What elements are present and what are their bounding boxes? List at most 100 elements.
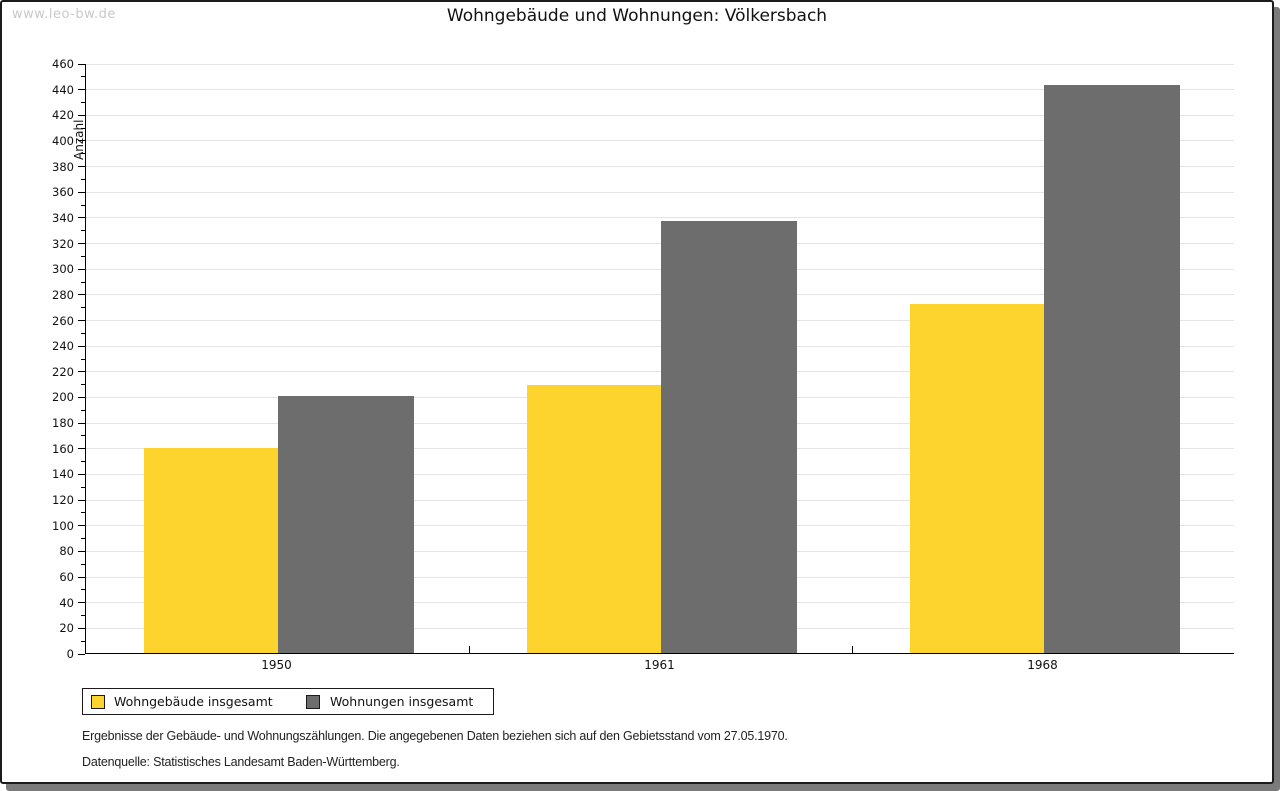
gridline — [86, 191, 1234, 193]
footer-source: Datenquelle: Statistisches Landesamt Bad… — [82, 755, 400, 769]
y-axis-major-tick — [78, 499, 85, 501]
gridline — [86, 320, 1234, 322]
y-axis-major-tick — [78, 294, 85, 296]
y-axis-minor-tick — [81, 512, 85, 514]
y-axis-major-tick — [78, 166, 85, 168]
bar-1968-wohnungen — [1043, 84, 1180, 653]
y-axis-minor-tick — [81, 358, 85, 360]
gridline — [86, 63, 1234, 65]
gridline — [86, 89, 1234, 91]
x-axis-category-tick — [469, 646, 470, 653]
gridline — [86, 345, 1234, 347]
y-axis-minor-tick — [81, 435, 85, 437]
y-tick-label: 460 — [52, 57, 74, 71]
y-tick-label: 420 — [52, 108, 74, 123]
y-axis-major-tick — [78, 396, 85, 398]
y-axis-minor-tick — [81, 230, 85, 232]
y-tick-label: 340 — [52, 210, 74, 225]
bar-1950-wohnungen — [277, 396, 414, 653]
y-axis-minor-tick — [81, 153, 85, 155]
footer-note: Ergebnisse der Gebäude- und Wohnungszähl… — [82, 729, 788, 743]
y-tick-label: 280 — [52, 287, 74, 302]
y-axis-minor-tick — [81, 538, 85, 540]
y-axis-minor-tick — [81, 255, 85, 257]
y-axis-minor-tick — [81, 127, 85, 129]
y-tick-label: 200 — [52, 390, 74, 405]
y-tick-label: 300 — [52, 262, 74, 277]
y-axis-minor-tick — [81, 563, 85, 565]
gridline — [86, 217, 1234, 219]
gridline — [86, 166, 1234, 168]
y-axis-minor-tick — [81, 332, 85, 334]
y-tick-label: 40 — [59, 595, 74, 610]
legend-label-wohngebaeude: Wohngebäude insgesamt — [114, 694, 273, 709]
y-axis-minor-tick — [81, 101, 85, 103]
y-axis-major-tick — [78, 191, 85, 193]
gridline — [86, 268, 1234, 270]
gridline — [86, 294, 1234, 296]
y-axis-minor-tick — [81, 409, 85, 411]
y-axis-minor-tick — [81, 384, 85, 386]
y-axis-minor-tick — [81, 589, 85, 591]
y-tick-label: 60 — [59, 570, 74, 585]
y-tick-label: 240 — [52, 339, 74, 354]
y-axis-major-tick — [78, 268, 85, 270]
y-axis-minor-tick — [81, 307, 85, 309]
y-tick-label: 120 — [52, 493, 74, 508]
y-axis-major-tick — [78, 473, 85, 475]
x-axis-category-tick — [852, 646, 853, 653]
y-tick-label: 80 — [59, 544, 74, 559]
gridline — [86, 243, 1234, 245]
x-tick-label-1950: 1950 — [261, 658, 292, 672]
y-axis-major-tick — [78, 525, 85, 527]
y-axis-major-tick — [78, 448, 85, 450]
y-axis-minor-tick — [81, 461, 85, 463]
y-axis-minor-tick — [81, 178, 85, 180]
chart-title: Wohngebäude und Wohnungen: Völkersbach — [446, 6, 828, 26]
y-tick-label: 0 — [66, 647, 74, 661]
y-axis-minor-tick — [81, 615, 85, 617]
legend-swatch-wohnungen — [306, 695, 320, 709]
y-axis-major-tick — [78, 550, 85, 552]
y-tick-label: 320 — [52, 236, 74, 251]
y-axis-major-tick — [78, 114, 85, 116]
y-tick-label: 180 — [52, 416, 74, 431]
y-axis-minor-tick — [81, 204, 85, 206]
y-axis-major-tick — [78, 653, 85, 655]
y-axis-major-tick — [78, 63, 85, 65]
bar-1968-wohngebaeude — [909, 304, 1044, 653]
y-axis-major-tick — [78, 243, 85, 245]
legend-swatch-wohngebaeude — [91, 695, 105, 709]
y-tick-label: 260 — [52, 313, 74, 328]
y-axis-major-tick — [78, 422, 85, 424]
y-axis-major-tick — [78, 602, 85, 604]
y-axis-major-tick — [78, 217, 85, 219]
gridline — [86, 140, 1234, 142]
y-tick-label: 440 — [52, 82, 74, 97]
y-axis-major-tick — [78, 345, 85, 347]
legend-label-wohnungen: Wohnungen insgesamt — [330, 694, 474, 709]
x-tick-label-1968: 1968 — [1027, 658, 1058, 672]
y-tick-label: 20 — [59, 621, 74, 636]
y-axis-major-tick — [78, 140, 85, 142]
y-axis-minor-tick — [81, 281, 85, 283]
gridline — [86, 114, 1234, 116]
y-axis-minor-tick — [81, 640, 85, 642]
y-tick-label: 360 — [52, 185, 74, 200]
gridline — [86, 371, 1234, 373]
legend: Wohngebäude insgesamt Wohnungen insgesamt — [82, 688, 494, 715]
y-tick-label: 140 — [52, 467, 74, 482]
y-tick-label: 160 — [52, 441, 74, 456]
y-tick-label: 400 — [52, 133, 74, 148]
bar-1961-wohnungen — [660, 220, 797, 653]
y-axis-major-tick — [78, 627, 85, 629]
y-axis-minor-tick — [81, 486, 85, 488]
y-axis-major-tick — [78, 89, 85, 91]
watermark: www.leo-bw.de — [12, 7, 116, 22]
y-axis-major-tick — [78, 320, 85, 322]
y-tick-label: 220 — [52, 364, 74, 379]
y-axis-minor-tick — [81, 76, 85, 78]
bar-1950-wohngebaeude — [143, 447, 278, 653]
y-tick-label: 380 — [52, 159, 74, 174]
